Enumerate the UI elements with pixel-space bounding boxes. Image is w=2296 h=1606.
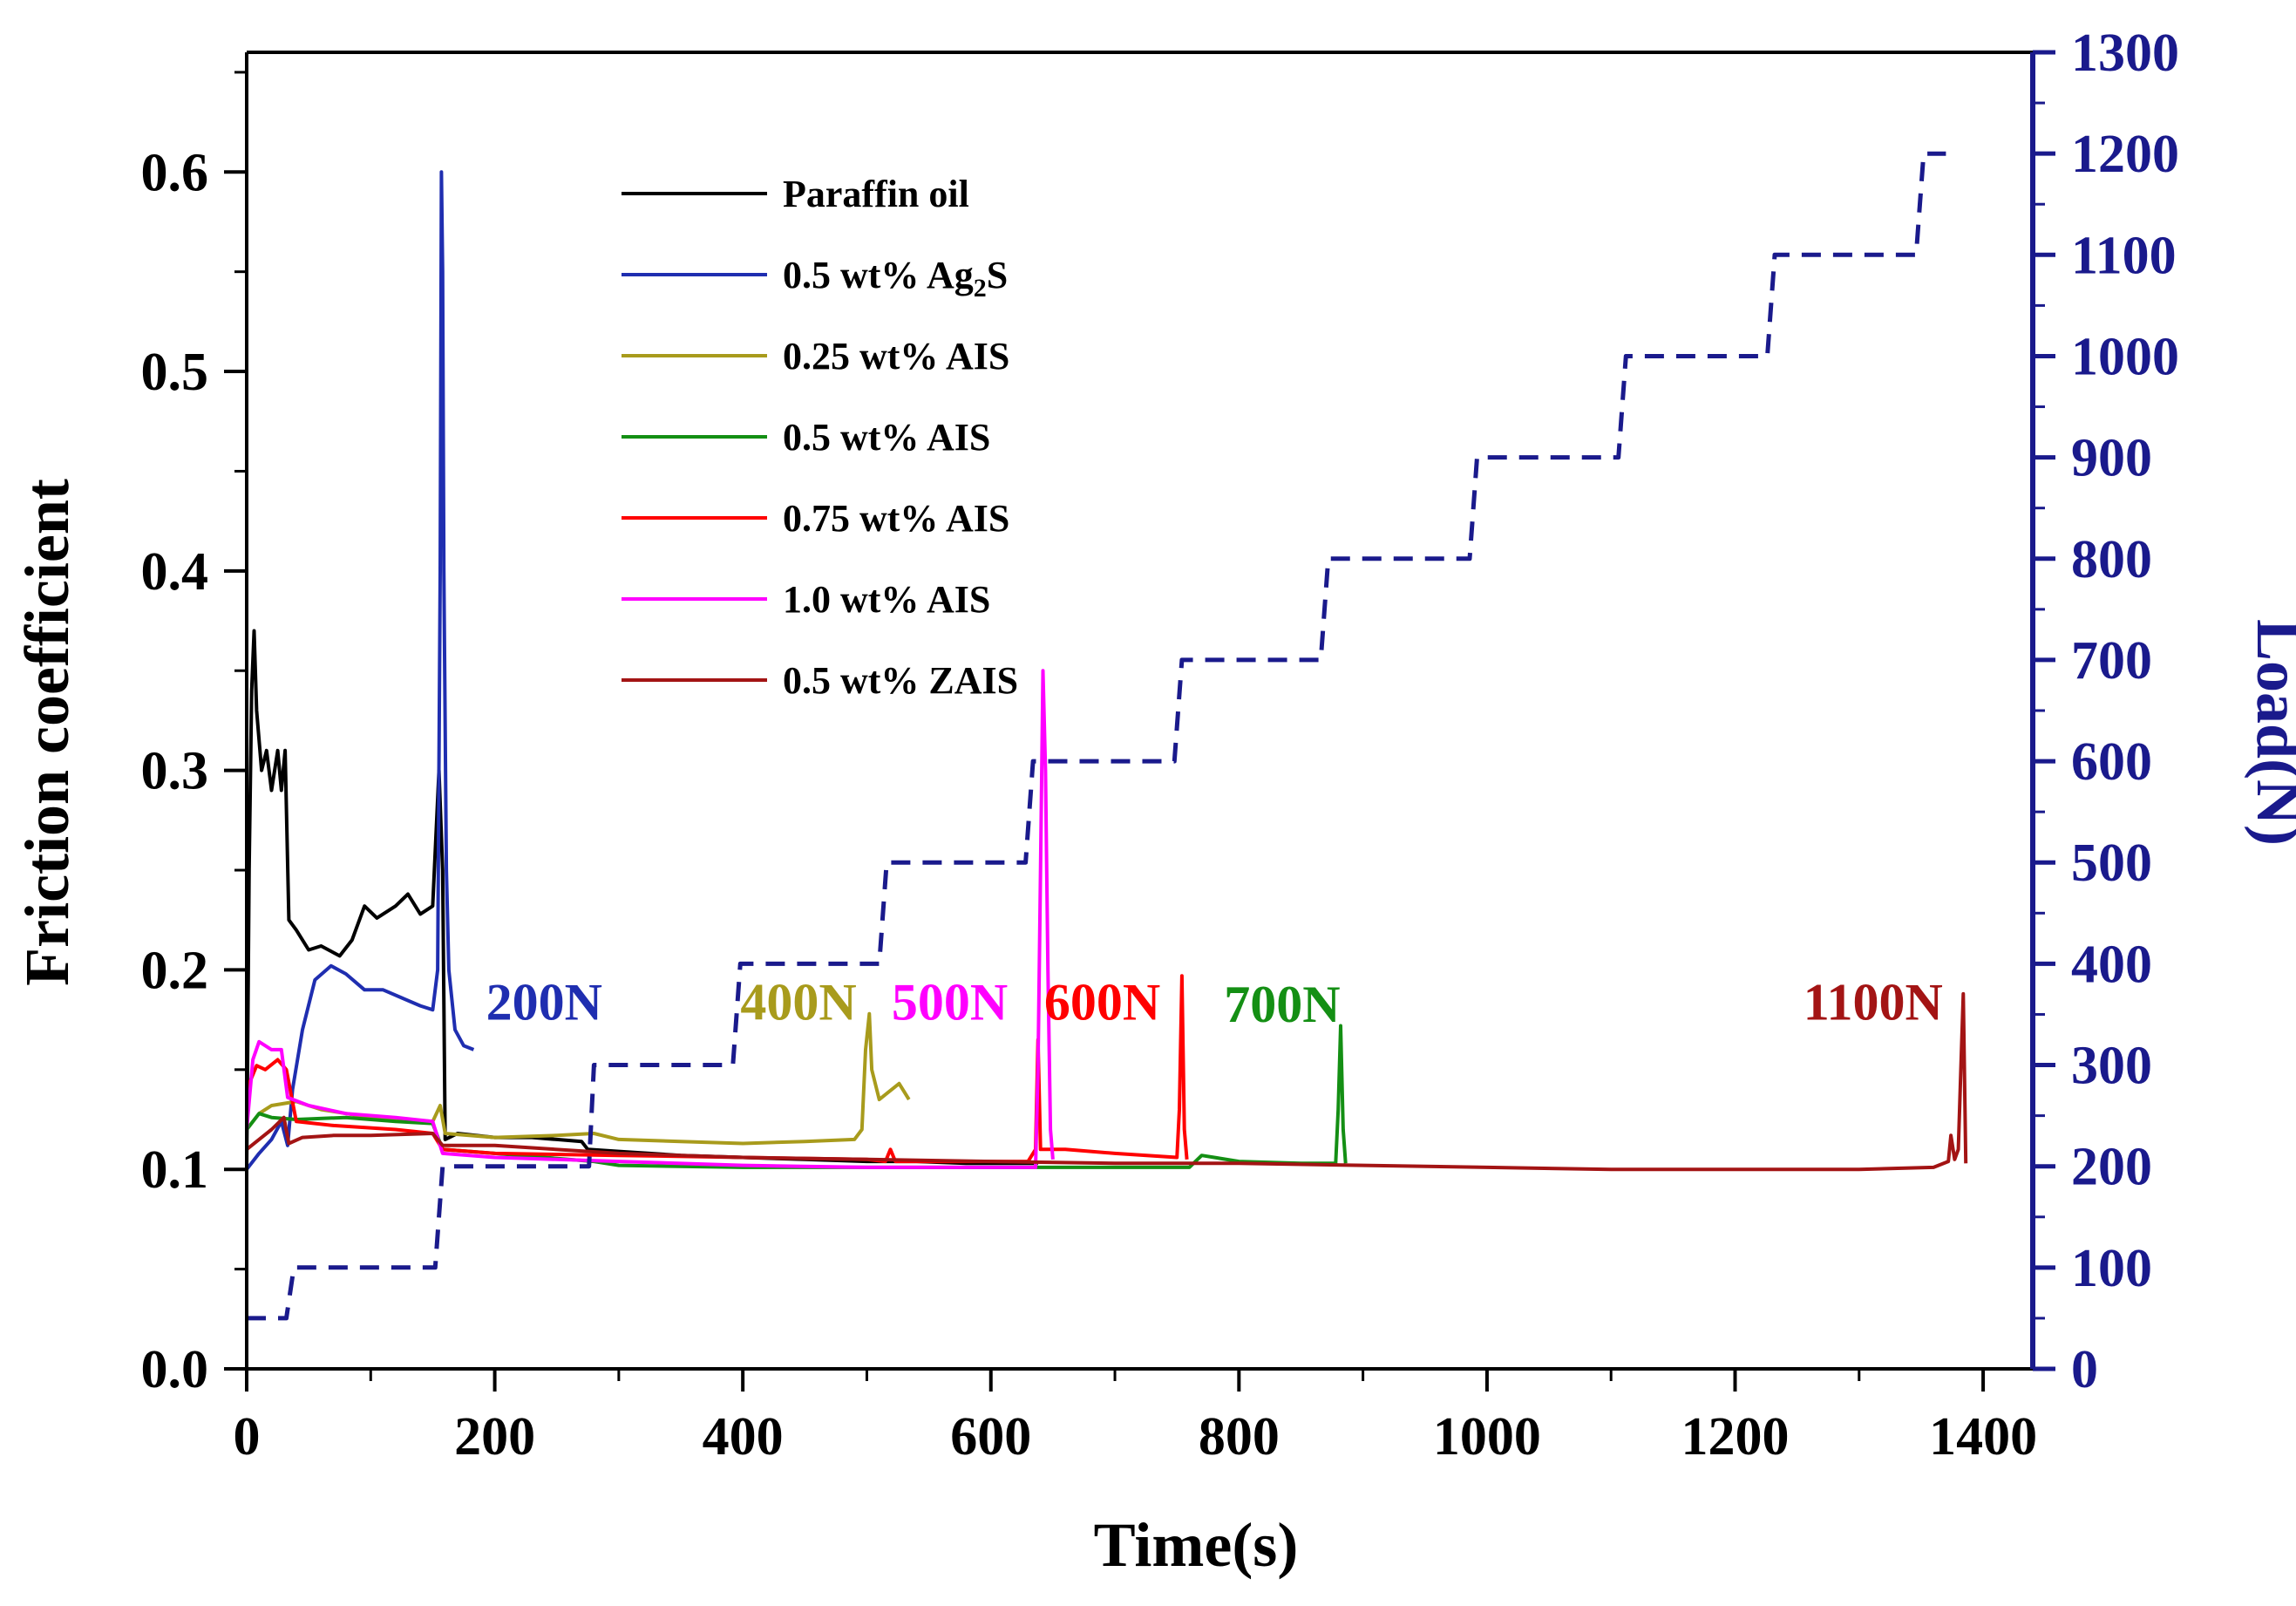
- x-tick-label: 800: [1199, 1407, 1280, 1466]
- y2-tick-label: 300: [2071, 1037, 2152, 1096]
- series-line-0-5-wt-ag2s: [245, 170, 475, 1171]
- y-tick-label: 0.2: [141, 941, 209, 1000]
- legend: Paraffin oil 0.5 wt% Ag2S 0.25 wt% AIS 0.5 …: [622, 173, 1018, 702]
- y2-tick-label: 900: [2071, 429, 2152, 488]
- y-tick-label: 0.4: [141, 542, 209, 602]
- y-tick-label: 0.0: [141, 1340, 209, 1399]
- annotation-200n: 200N: [486, 974, 602, 1031]
- y2-tick-label: 1200: [2071, 125, 2179, 184]
- x-tick-label: 400: [703, 1407, 784, 1466]
- x-tick-label: 1000: [1433, 1407, 1541, 1466]
- y2-tick-label: 200: [2071, 1138, 2152, 1197]
- series-line-paraffin-oil: [245, 629, 1038, 1170]
- y2-tick-label: 600: [2071, 732, 2152, 792]
- y2-tick-label: 800: [2071, 530, 2152, 589]
- annotation-700n: 700N: [1224, 976, 1340, 1033]
- y2-tick-label: 500: [2071, 834, 2152, 893]
- legend-label-0-25-wt-ais: 0.25 wt% AIS: [783, 335, 1009, 378]
- legend-label-0-5-wt-ais: 0.5 wt% AIS: [783, 416, 990, 459]
- y-tick-label: 0.1: [141, 1140, 209, 1200]
- series-line-load: [247, 151, 1946, 1321]
- y-tick-label: 0.6: [141, 143, 209, 202]
- series-line-0-5-wt-zais: [245, 991, 1968, 1172]
- y2-tick-label: 700: [2071, 631, 2152, 691]
- annotation-500n: 500N: [892, 974, 1008, 1031]
- y2-tick-label: 0: [2071, 1340, 2098, 1399]
- y-axis-title: Friction coefficient: [12, 479, 82, 986]
- plot-frame: [245, 51, 2035, 1371]
- annotations-layer: 200N 400N 500N 600N 700N 1100N: [486, 974, 1943, 1033]
- y2-tick-label: 100: [2071, 1239, 2152, 1298]
- legend-label-1-0-wt-ais: 1.0 wt% AIS: [783, 578, 990, 621]
- ticks-layer: 0 200 400 600 800 1000 1200 14000.00.10.20.30.4…: [141, 24, 2180, 1466]
- legend-label-0-5-wt-ag2s: 0.5 wt% Ag2S: [783, 254, 1008, 303]
- y2-axis-title: Load(N): [2244, 619, 2296, 846]
- y2-tick-label: 1300: [2071, 24, 2179, 83]
- series-line-0-25-wt-ais: [245, 1011, 911, 1146]
- x-axis-title: Time(s): [1094, 1510, 1299, 1580]
- x-tick-label: 600: [950, 1407, 1031, 1466]
- series-layer: [245, 151, 1968, 1321]
- y2-tick-label: 1100: [2071, 226, 2177, 285]
- y-tick-label: 0.3: [141, 742, 209, 801]
- x-tick-label: 200: [454, 1407, 535, 1466]
- y2-tick-label: 1000: [2071, 327, 2179, 386]
- legend-label-0-5-wt-zais: 0.5 wt% ZAIS: [783, 659, 1018, 702]
- x-tick-label: 0: [234, 1407, 261, 1466]
- series-line-1-0-wt-ais: [245, 669, 1055, 1169]
- annotation-400n: 400N: [740, 974, 856, 1031]
- x-tick-label: 1400: [1929, 1407, 2037, 1466]
- legend-label-paraffin-oil: Paraffin oil: [783, 173, 969, 215]
- x-tick-label: 1200: [1681, 1407, 1790, 1466]
- y2-tick-label: 400: [2071, 935, 2152, 994]
- annotation-600n: 600N: [1044, 974, 1160, 1031]
- legend-label-0-75-wt-ais: 0.75 wt% AIS: [783, 497, 1009, 540]
- y-tick-label: 0.5: [141, 343, 209, 402]
- annotation-1100n: 1100N: [1804, 974, 1943, 1031]
